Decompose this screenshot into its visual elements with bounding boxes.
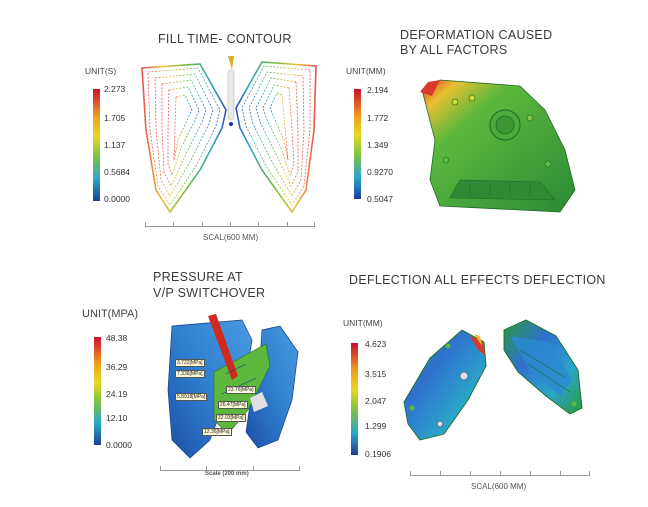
deflection-colorbar bbox=[351, 343, 358, 455]
pressure-scale-bar bbox=[160, 462, 300, 471]
pressure-probe-label-3: 5.8918[MPa] bbox=[175, 393, 208, 401]
deformation-tick-5: 0.5047 bbox=[367, 194, 393, 204]
fill-time-unit: UNIT(S) bbox=[85, 66, 117, 76]
pressure-scale-label: Scale (200 mm) bbox=[205, 471, 249, 477]
deformation-tick-1: 2.194 bbox=[367, 85, 389, 95]
fill-time-colorbar bbox=[93, 89, 100, 201]
deformation-tick-3: 1.349 bbox=[367, 140, 389, 150]
pressure-tick-1: 48.38 bbox=[106, 333, 128, 343]
pressure-tick-4: 12.10 bbox=[106, 413, 128, 423]
deformation-title-line1: DEFORMATION CAUSED bbox=[400, 28, 553, 42]
deflection-tick-3: 2.047 bbox=[365, 396, 387, 406]
deflection-unit: UNIT(MM) bbox=[343, 318, 383, 328]
deflection-tick-5: 0.1906 bbox=[365, 449, 391, 459]
pressure-tick-3: 24.19 bbox=[106, 389, 128, 399]
pressure-probe-label-5: 26.47[MPa] bbox=[218, 401, 248, 409]
pressure-probe-label-6: 22.03[MPa] bbox=[216, 414, 246, 422]
deflection-scale-label: SCAL(600 MM) bbox=[471, 482, 527, 491]
deflection-title: DEFLECTION ALL EFFECTS DEFLECTION bbox=[349, 273, 606, 287]
fill-time-scale-bar bbox=[145, 218, 315, 227]
deflection-tick-1: 4.623 bbox=[365, 339, 387, 349]
deformation-colorbar bbox=[354, 89, 361, 199]
deflection-tick-2: 3.515 bbox=[365, 369, 387, 379]
deformation-tick-4: 0.9270 bbox=[367, 167, 393, 177]
pressure-tick-2: 36.29 bbox=[106, 362, 128, 372]
pressure-tick-5: 0.0000 bbox=[106, 440, 132, 450]
pressure-probe-label-1: 3.722[MPa] bbox=[175, 359, 205, 367]
fill-time-tick-5: 0.0000 bbox=[104, 194, 130, 204]
pressure-title-line1: PRESSURE AT bbox=[153, 270, 243, 284]
fill-time-tick-2: 1.705 bbox=[104, 113, 126, 123]
fill-time-tick-4: 0.5684 bbox=[104, 167, 130, 177]
fill-time-scale-label: SCAL(600 MM) bbox=[203, 233, 259, 242]
pressure-probe-label-7: 12.36[MPa] bbox=[202, 428, 232, 436]
deformation-tick-2: 1.772 bbox=[367, 113, 389, 123]
pressure-probe-label-4: 23.76[MPa] bbox=[226, 386, 256, 394]
pressure-unit: UNIT(MPA) bbox=[82, 308, 139, 320]
deformation-title-line2: BY ALL FACTORS bbox=[400, 43, 508, 57]
pressure-title-line2: V/P SWITCHOVER bbox=[153, 286, 266, 300]
pressure-probe-label-2: 7.336[MPa] bbox=[175, 370, 205, 378]
deformation-unit: UNIT(MM) bbox=[346, 66, 386, 76]
deflection-scale-bar bbox=[410, 467, 590, 476]
fill-time-tick-3: 1.137 bbox=[104, 140, 126, 150]
pressure-colorbar bbox=[94, 337, 101, 445]
fill-time-tick-1: 2.273 bbox=[104, 84, 126, 94]
fill-time-title: FILL TIME- CONTOUR bbox=[158, 32, 292, 46]
deflection-tick-4: 1.299 bbox=[365, 421, 387, 431]
